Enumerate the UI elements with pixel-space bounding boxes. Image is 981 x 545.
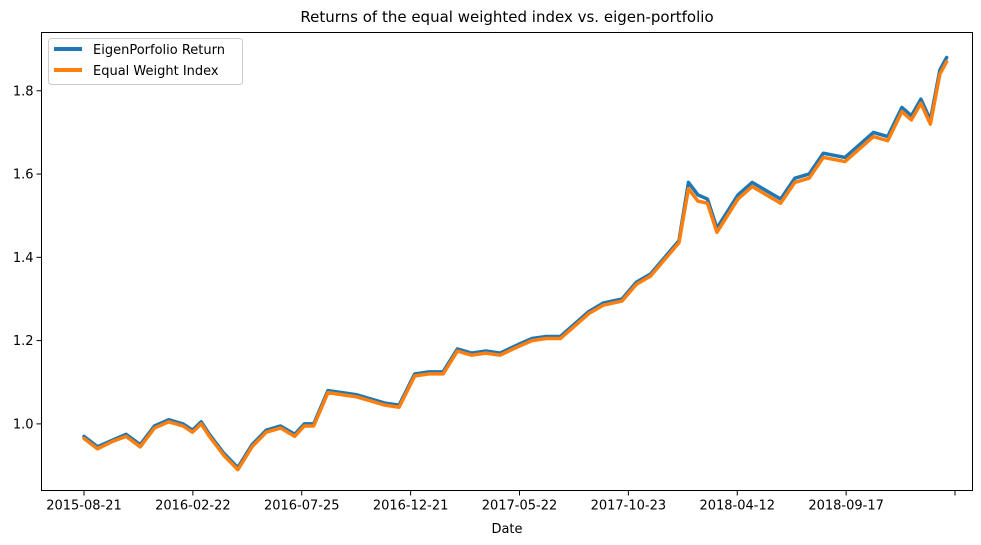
x-tick-label: 2018-04-12 xyxy=(699,499,775,514)
y-tick-label: 1.0 xyxy=(13,417,34,432)
x-axis: 2015-08-21 2016-02-22 2016-07-25 2016-12-21… xyxy=(46,490,956,514)
y-tick-label: 1.4 xyxy=(13,251,34,266)
x-tick-label: 2017-05-22 xyxy=(482,499,558,514)
x-tick-label: 2017-10-23 xyxy=(591,499,667,514)
y-axis: 1.0 1.2 1.4 1.6 1.8 xyxy=(13,84,42,432)
x-tick-label: 2016-02-22 xyxy=(155,499,231,514)
legend-label-equal-weight: Equal Weight Index xyxy=(93,64,219,79)
series-layer xyxy=(82,55,949,472)
y-tick-label: 1.8 xyxy=(13,84,34,99)
series-line-1 xyxy=(82,59,949,472)
plot-area xyxy=(41,32,973,491)
chart-title: Returns of the equal weighted index vs. … xyxy=(300,8,713,26)
legend-label-eigenportfolio: EigenPorfolio Return xyxy=(93,43,225,58)
x-tick-label: 2015-08-21 xyxy=(46,499,122,514)
y-tick-label: 1.2 xyxy=(13,334,34,349)
x-tick-label: 2016-12-21 xyxy=(373,499,449,514)
y-tick-label: 1.6 xyxy=(13,168,34,183)
x-tick-label: 2016-07-25 xyxy=(264,499,340,514)
x-tick-label: 2018-09-17 xyxy=(808,499,884,514)
series-line-0 xyxy=(82,55,949,470)
x-axis-label: Date xyxy=(491,522,522,537)
legend-box xyxy=(48,38,243,85)
legend: EigenPorfolio Return Equal Weight Index xyxy=(48,38,243,85)
